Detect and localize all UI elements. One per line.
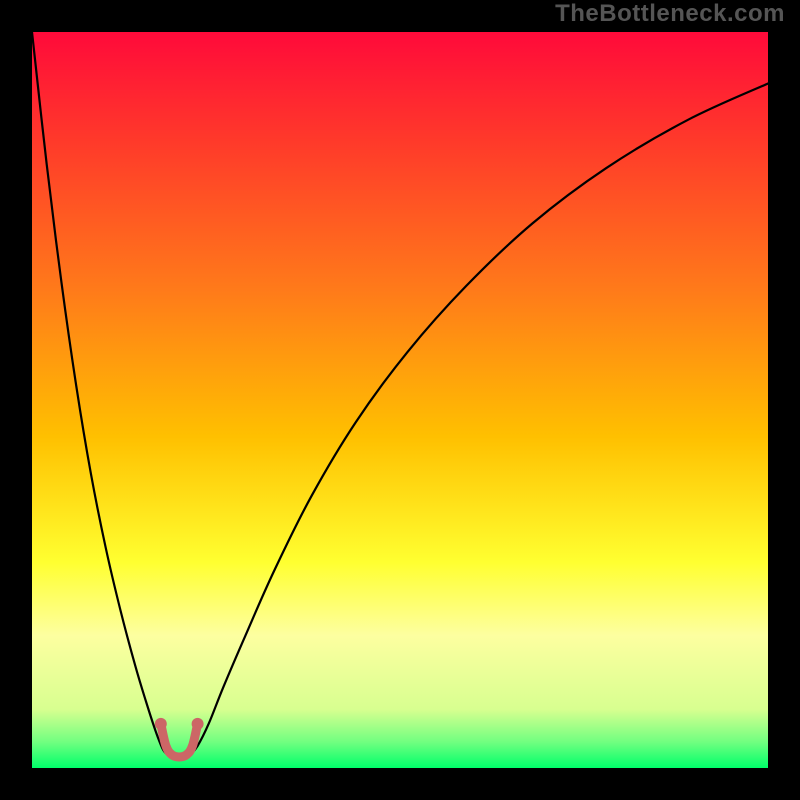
watermark-text: TheBottleneck.com	[555, 0, 785, 28]
gradient-background	[32, 32, 768, 768]
plot-area	[32, 32, 768, 768]
chart-container: { "watermark": { "text": "TheBottleneck.…	[0, 0, 800, 800]
bottleneck-chart	[32, 32, 768, 768]
